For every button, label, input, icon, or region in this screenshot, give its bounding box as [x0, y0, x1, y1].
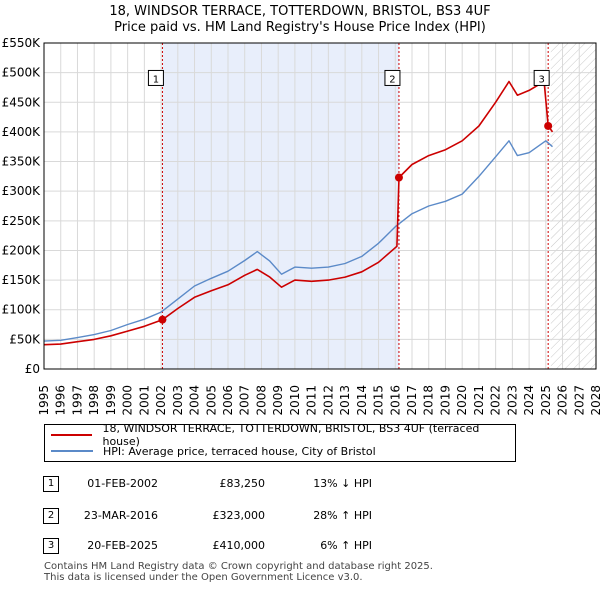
- x-tick-label: 2005: [204, 385, 218, 416]
- x-tick-label: 2001: [137, 385, 151, 416]
- sale-hpi-diff: 6% ↑ HPI: [320, 539, 372, 552]
- sale-label-box: [147, 69, 164, 86]
- legend-swatch-property: [51, 434, 93, 436]
- sale-number-badge: 1: [43, 476, 59, 492]
- x-tick-label: 2003: [171, 385, 185, 416]
- sale-hpi-diff: 13% ↓ HPI: [313, 477, 372, 490]
- x-tick-label: 1998: [87, 385, 101, 416]
- x-tick-label: 2007: [238, 385, 252, 416]
- y-tick-label: £350K: [2, 155, 42, 169]
- legend: 18, WINDSOR TERRACE, TOTTERDOWN, BRISTOL…: [44, 422, 516, 462]
- sale-point: [394, 173, 403, 182]
- x-tick-label: 2027: [572, 385, 586, 416]
- y-tick-label: £150K: [2, 273, 42, 287]
- x-tick-label: 2015: [372, 385, 386, 416]
- chart-subtitle: Price paid vs. HM Land Registry's House …: [114, 20, 486, 35]
- x-tick-label: 2010: [288, 385, 302, 416]
- x-tick-label: 2018: [422, 385, 436, 416]
- legend-item-property: 18, WINDSOR TERRACE, TOTTERDOWN, BRISTOL…: [51, 422, 515, 448]
- legend-label-hpi: HPI: Average price, terraced house, City…: [103, 444, 376, 458]
- sale-date: 01-FEB-2002: [87, 477, 158, 490]
- x-tick-label: 2020: [455, 385, 469, 416]
- x-tick-label: 2017: [405, 385, 419, 416]
- y-tick-label: £400K: [2, 125, 42, 139]
- legend-swatch-hpi: [51, 450, 93, 452]
- x-tick-label: 1997: [70, 385, 84, 416]
- sale-hpi-diff: 28% ↑ HPI: [313, 509, 372, 522]
- price-chart: £0 £50K £100K £150K £200K £250K £300K £350K £400…: [2, 36, 600, 416]
- x-tick-label: 2011: [305, 385, 319, 416]
- x-tick-label: 2022: [489, 385, 503, 416]
- x-tick-label: 1995: [37, 385, 51, 416]
- x-tick-label: 2021: [472, 385, 486, 416]
- x-tick-label: 2012: [321, 385, 335, 416]
- sale-number-badge: 3: [43, 538, 59, 554]
- ownership-period-shade: [162, 43, 399, 369]
- y-tick-label: £0: [25, 362, 40, 376]
- x-tick-label: 2023: [505, 385, 519, 416]
- sale-number-badge: 2: [43, 508, 59, 524]
- forecast-hatch: [550, 43, 596, 369]
- sale-label-box: [384, 69, 401, 86]
- y-tick-label: £250K: [2, 214, 42, 228]
- x-tick-label: 2019: [438, 385, 452, 416]
- footer-copyright: Contains HM Land Registry data © Crown c…: [44, 561, 433, 572]
- hpi-series-line: [43, 140, 553, 342]
- x-tick-label: 2028: [589, 385, 600, 416]
- sale-price: £323,000: [212, 509, 266, 522]
- x-tick-label: 2009: [271, 385, 285, 416]
- x-tick-label: 1996: [54, 385, 68, 416]
- legend-label-property: 18, WINDSOR TERRACE, TOTTERDOWN, BRISTOL…: [102, 422, 480, 448]
- legend-item-hpi: HPI: Average price, terraced house, City…: [51, 443, 376, 459]
- y-tick-label: £200K: [2, 243, 42, 257]
- x-tick-label: 2026: [556, 385, 570, 416]
- sale-label-number: 1: [153, 74, 159, 85]
- sale-date: 23-MAR-2016: [83, 509, 158, 522]
- property-series-line: [43, 80, 554, 346]
- sale-price: £410,000: [212, 539, 266, 552]
- table-row: 3 20-FEB-2025 £410,000 6% ↑ HPI: [0, 537, 600, 555]
- sale-point: [158, 315, 167, 324]
- plot-border: [43, 42, 597, 370]
- x-tick-label: 2002: [154, 385, 168, 416]
- y-tick-label: £550K: [2, 36, 42, 50]
- x-tick-label: 2024: [522, 385, 536, 416]
- y-tick-label: £100K: [2, 303, 42, 317]
- sale-price: £83,250: [219, 477, 266, 490]
- table-row: 1 01-FEB-2002 £83,250 13% ↓ HPI: [0, 475, 600, 493]
- x-tick-label: 2000: [121, 385, 135, 416]
- y-tick-label: £50K: [9, 332, 41, 346]
- sale-date: 20-FEB-2025: [87, 539, 158, 552]
- sale-point: [544, 121, 553, 130]
- x-tick-label: 2006: [221, 385, 235, 416]
- table-row: 2 23-MAR-2016 £323,000 28% ↑ HPI: [0, 507, 600, 525]
- x-tick-label: 2013: [338, 385, 352, 416]
- x-tick-label: 2008: [254, 385, 268, 416]
- sale-label-box: [533, 69, 550, 86]
- y-tick-label: £450K: [2, 95, 42, 109]
- chart-title: 18, WINDSOR TERRACE, TOTTERDOWN, BRISTOL…: [109, 4, 491, 19]
- y-tick-label: £500K: [2, 66, 42, 80]
- x-tick-label: 2025: [539, 385, 553, 416]
- y-tick-label: £300K: [2, 184, 42, 198]
- footer-licence: This data is licensed under the Open Gov…: [44, 572, 363, 583]
- footer: Contains HM Land Registry data © Crown c…: [44, 561, 433, 583]
- sale-label-number: 3: [538, 74, 544, 85]
- x-tick-label: 2014: [355, 385, 369, 416]
- x-tick-label: 2004: [188, 385, 202, 416]
- sale-label-number: 2: [389, 74, 395, 85]
- x-tick-label: 1999: [104, 385, 118, 416]
- x-tick-label: 2016: [388, 385, 402, 416]
